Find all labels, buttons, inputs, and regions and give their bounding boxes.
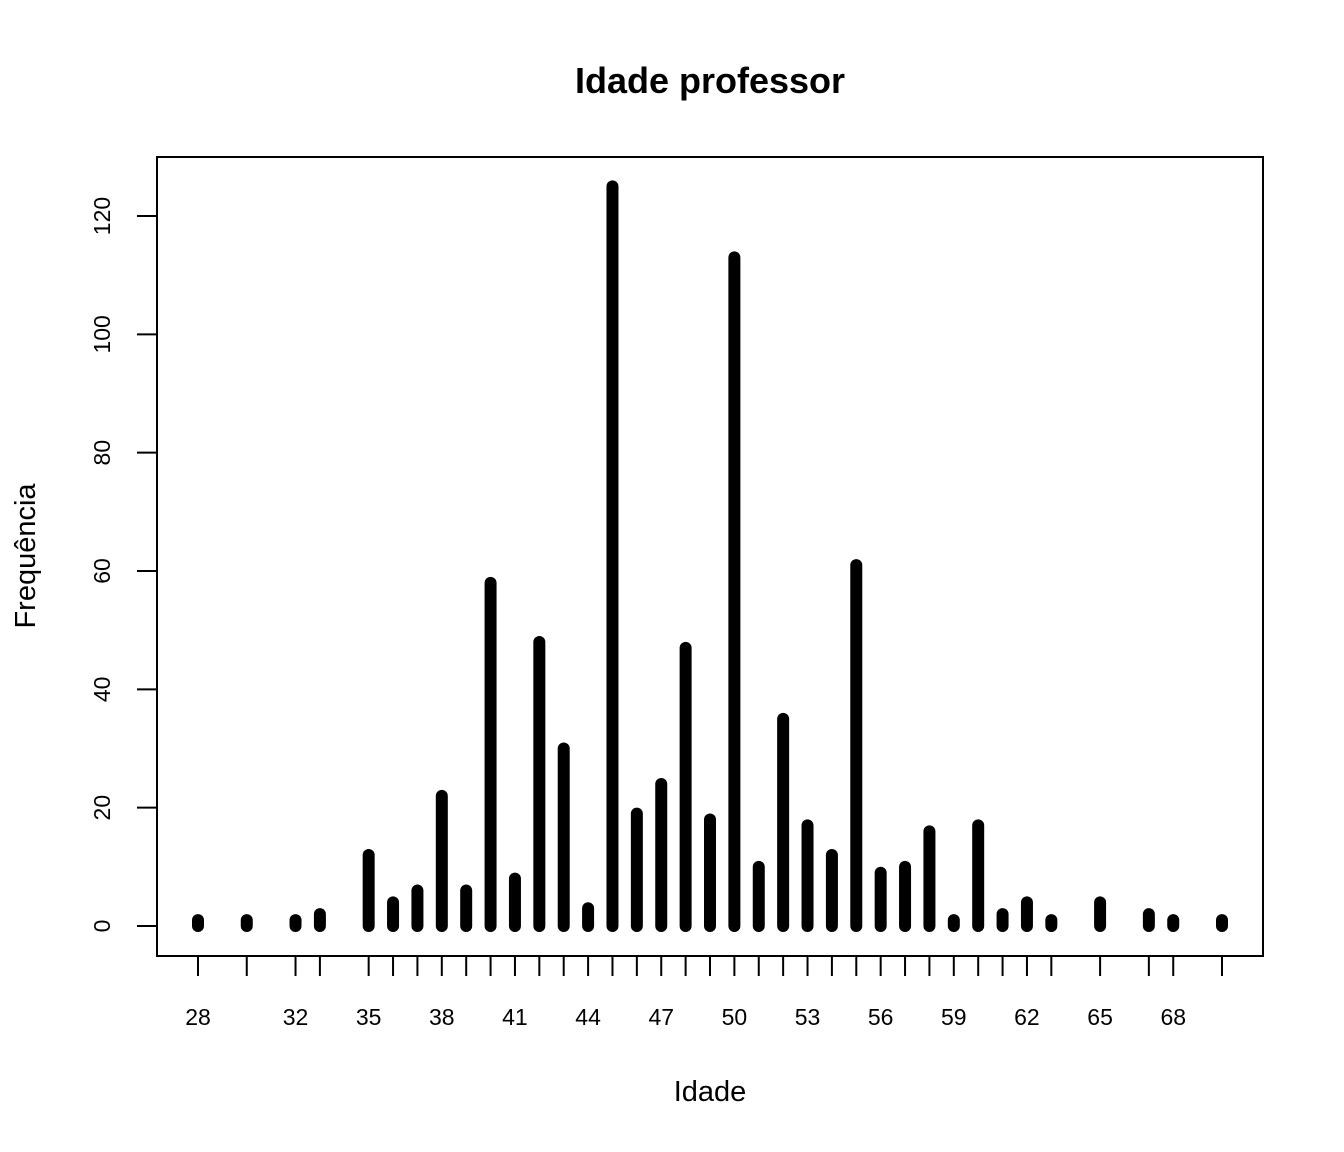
x-tick-label: 68 xyxy=(1160,1004,1186,1030)
x-axis-label: Idade xyxy=(674,1076,747,1108)
y-tick-label: 100 xyxy=(89,315,115,353)
x-tick-label: 44 xyxy=(575,1004,601,1030)
y-tick-label: 20 xyxy=(89,795,115,821)
y-tick-label: 80 xyxy=(89,440,115,466)
y-axis: 0 20 40 60 80 100 120 xyxy=(89,197,158,933)
y-axis-label: Frequência xyxy=(10,483,42,629)
chart-title: Idade professor xyxy=(575,60,845,101)
y-tick-label: 120 xyxy=(89,197,115,235)
x-axis: 28 32 35 38 41 44 47 50 53 56 59 62 65 68 xyxy=(185,955,1223,1030)
x-tick-label: 62 xyxy=(1014,1004,1040,1030)
x-tick-label: 59 xyxy=(941,1004,967,1030)
x-tick-label: 53 xyxy=(795,1004,821,1030)
x-tick-label: 65 xyxy=(1087,1004,1113,1030)
y-tick-label: 0 xyxy=(89,920,115,933)
x-tick-label: 41 xyxy=(502,1004,528,1030)
x-tick-label: 35 xyxy=(356,1004,382,1030)
x-tick-label: 56 xyxy=(868,1004,894,1030)
x-tick-label: 28 xyxy=(185,1004,211,1030)
bars xyxy=(192,180,1228,932)
y-tick-label: 60 xyxy=(89,558,115,584)
x-tick-label: 38 xyxy=(429,1004,455,1030)
x-tick-label: 32 xyxy=(283,1004,309,1030)
x-tick-label: 50 xyxy=(722,1004,748,1030)
x-tick-label: 47 xyxy=(648,1004,674,1030)
y-tick-label: 40 xyxy=(89,677,115,703)
